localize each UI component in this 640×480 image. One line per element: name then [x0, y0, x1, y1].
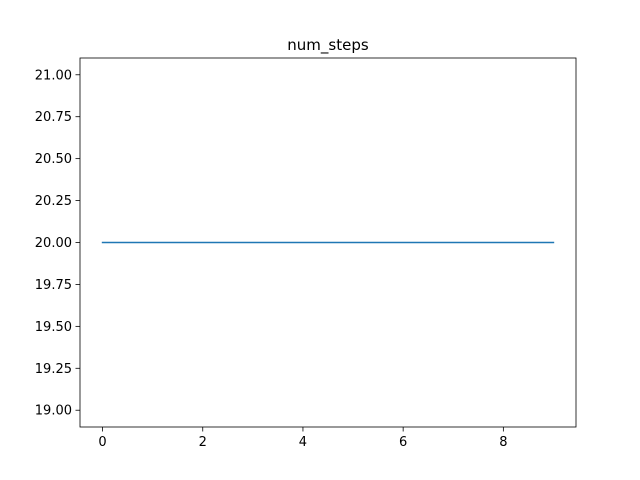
x-tick-label: 8 [499, 435, 507, 450]
x-tick-label: 2 [199, 435, 207, 450]
y-axis: 19.00 19.25 19.50 19.75 20.00 20.25 20.50 20.75… [35, 68, 80, 419]
y-tick-label: 19.50 [35, 320, 72, 335]
y-tick-label: 19.75 [35, 278, 72, 293]
y-tick-label: 20.25 [35, 194, 72, 209]
y-tick-label: 19.00 [35, 404, 72, 419]
x-tick-label: 0 [98, 435, 106, 450]
x-axis: 0 2 4 6 8 [98, 427, 507, 450]
chart-title: num_steps [287, 36, 369, 55]
y-tick-label: 19.25 [35, 362, 72, 377]
y-tick-label: 20.50 [35, 152, 72, 167]
x-tick-label: 4 [299, 435, 307, 450]
y-tick-label: 21.00 [35, 68, 72, 83]
y-tick-label: 20.75 [35, 110, 72, 125]
x-tick-label: 6 [399, 435, 407, 450]
y-tick-label: 20.00 [35, 236, 72, 251]
